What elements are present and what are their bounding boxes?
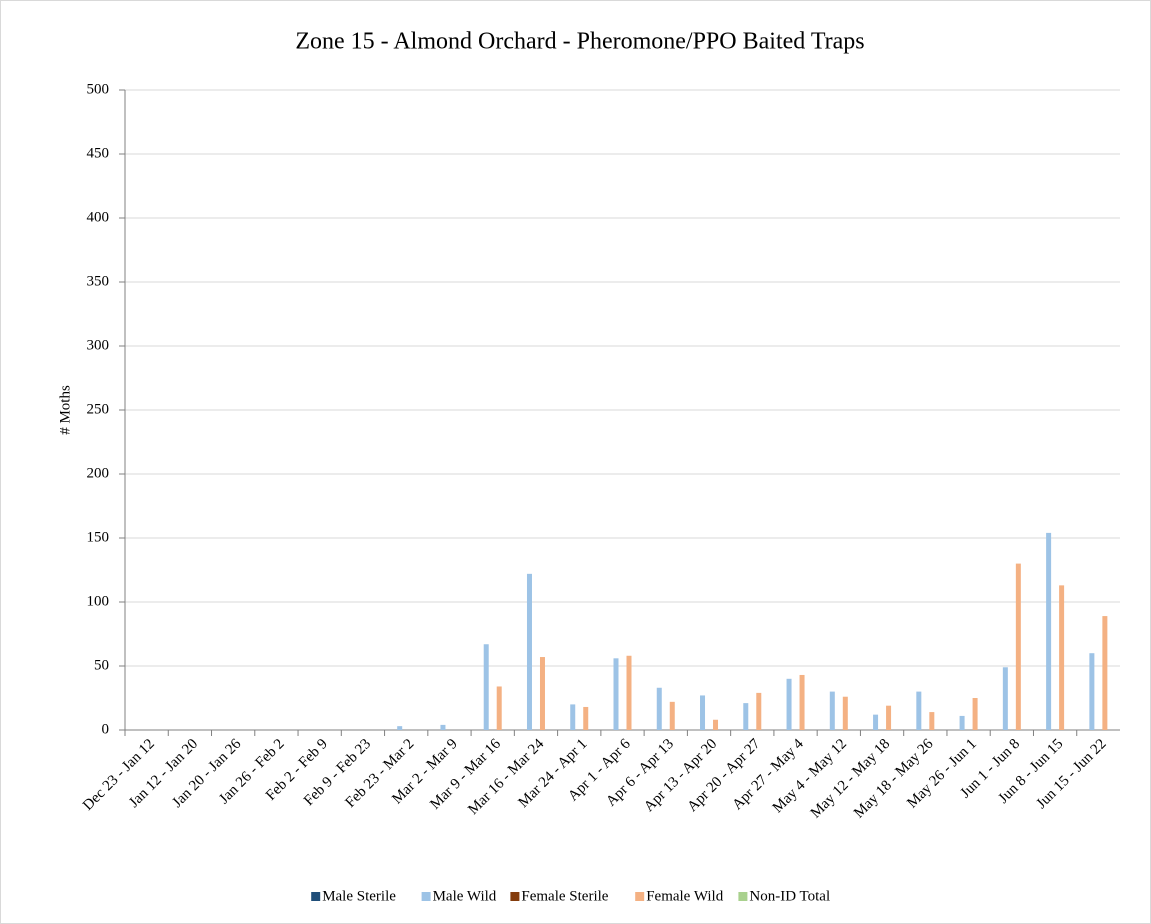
bar <box>842 696 848 730</box>
y-tick-label: 350 <box>87 273 110 289</box>
bar <box>583 706 589 730</box>
bar <box>626 655 632 730</box>
y-tick-label: 250 <box>87 401 110 417</box>
bar <box>1089 653 1095 730</box>
legend-label: Non-ID Total <box>749 888 830 904</box>
legend-label: Female Sterile <box>521 888 608 904</box>
bar <box>570 704 576 730</box>
bar <box>1046 532 1052 730</box>
y-tick-label: 400 <box>87 209 110 225</box>
legend-label: Female Wild <box>646 888 724 904</box>
legend-swatch <box>311 892 321 901</box>
bar <box>786 678 792 730</box>
legend-label: Male Sterile <box>322 888 396 904</box>
y-tick-label: 300 <box>87 337 110 353</box>
bar <box>700 695 706 730</box>
bar <box>440 724 446 730</box>
y-tick-label: 200 <box>87 465 110 481</box>
bar <box>713 719 719 730</box>
bar <box>972 698 978 730</box>
chart-title: Zone 15 - Almond Orchard - Pheromone/PPO… <box>295 29 864 55</box>
legend-swatch <box>421 892 431 901</box>
bar <box>496 686 502 730</box>
bar <box>539 657 545 730</box>
bar <box>397 726 403 730</box>
bar <box>526 573 532 730</box>
bar <box>483 644 489 730</box>
y-tick-label: 150 <box>87 529 110 545</box>
legend-swatch <box>635 892 645 901</box>
legend-swatch <box>510 892 520 901</box>
bar <box>1002 667 1008 730</box>
legend-label: Male Wild <box>433 888 497 904</box>
bar <box>656 687 662 730</box>
y-tick-label: 100 <box>87 593 110 609</box>
bar <box>829 691 835 730</box>
bar <box>929 712 935 730</box>
y-axis-label: # Moths <box>57 385 73 435</box>
y-tick-label: 500 <box>87 81 110 97</box>
bar <box>743 703 749 730</box>
bar <box>669 701 675 730</box>
bar <box>916 691 922 730</box>
bar <box>1015 563 1021 730</box>
y-tick-label: 450 <box>87 145 110 161</box>
bar <box>1102 616 1108 730</box>
legend-swatch <box>738 892 748 901</box>
bar <box>959 715 965 730</box>
bar <box>1059 585 1065 730</box>
y-tick-label: 50 <box>94 657 109 673</box>
bar <box>613 658 619 730</box>
bar <box>886 705 892 730</box>
y-tick-label: 0 <box>102 721 110 737</box>
bar <box>799 674 805 730</box>
bar <box>873 714 879 730</box>
bar <box>756 692 762 730</box>
